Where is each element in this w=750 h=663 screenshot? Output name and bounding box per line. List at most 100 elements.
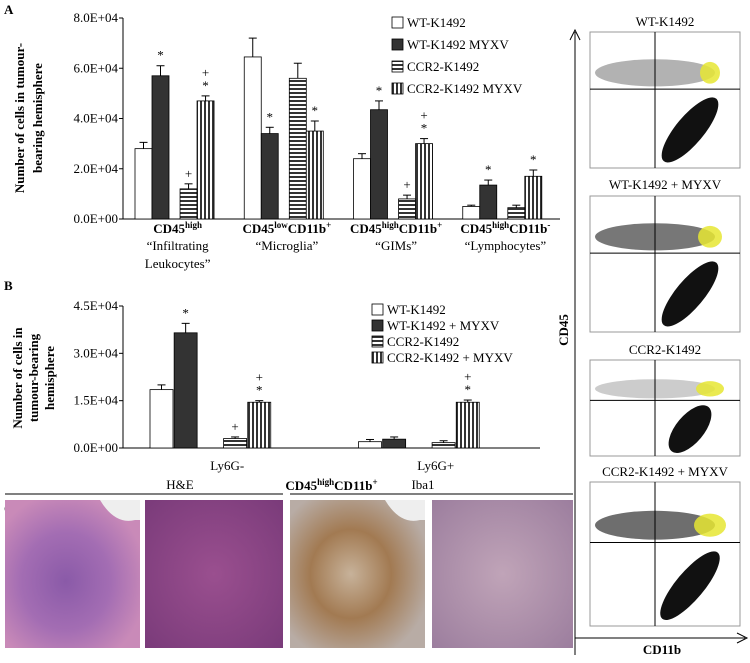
category-note: Leukocytes”	[145, 256, 211, 271]
y-axis-title: Number of cells in tumour-	[12, 43, 27, 193]
bar	[305, 130, 324, 220]
error-bar	[156, 65, 165, 76]
histology-label: H&E	[166, 477, 194, 492]
bar	[173, 332, 198, 449]
arrow-head	[736, 632, 749, 644]
category-note: “Microglia”	[255, 238, 318, 253]
legend-label: WT-K1492	[387, 302, 446, 317]
x-tick-label: Ly6G+	[417, 458, 454, 473]
error-bar	[157, 384, 166, 390]
significance-mark: +	[403, 177, 410, 192]
legend-label: CCR2-K1492 MYXV	[407, 81, 523, 96]
arrow-head	[569, 28, 581, 41]
legend-swatch	[391, 60, 404, 73]
error-bar	[139, 141, 148, 149]
label-part: CD45	[460, 221, 492, 236]
y-axis-title: tumour-bearing	[26, 333, 41, 422]
label-part: CD45	[285, 478, 317, 493]
y-tick-label: 0.0E+00	[73, 440, 118, 455]
significance-mark: *	[202, 78, 209, 93]
label-part: CD45	[153, 221, 185, 236]
panel-label: A	[4, 2, 14, 17]
flow-plot	[589, 359, 741, 457]
significance-mark: *	[376, 83, 383, 98]
image-detail	[100, 500, 140, 521]
significance-mark: *	[465, 382, 472, 397]
x-axis-title: CD45highCD11b+	[285, 477, 377, 493]
legend-label: WT-K1492 + MYXV	[387, 318, 500, 333]
bar	[370, 109, 388, 220]
y-axis-title: hemisphere	[42, 346, 57, 410]
error-bar	[467, 204, 476, 207]
bar	[243, 56, 262, 220]
error-bar	[248, 37, 257, 57]
significance-mark: +	[464, 369, 471, 384]
histology-image	[5, 500, 140, 648]
y-tick-label: 6.0E+04	[73, 60, 118, 75]
category-note: “Lymphocytes”	[465, 238, 547, 253]
legend-label: CCR2-K1492	[387, 334, 459, 349]
significance-mark: *	[485, 162, 492, 177]
label-part: high	[185, 220, 202, 230]
flow-title: CCR2-K1492	[629, 342, 701, 357]
legend-swatch	[391, 38, 404, 51]
x-tick-label: CD45highCD11b+	[350, 220, 442, 236]
flow-x-label: CD11b	[643, 642, 681, 657]
label-part: CD11b	[334, 478, 372, 493]
significance-mark: *	[256, 383, 263, 398]
error-bar	[420, 138, 429, 144]
histology-image	[290, 500, 425, 648]
error-bar	[439, 440, 448, 443]
significance-mark: *	[421, 121, 428, 136]
legend-swatch	[371, 335, 384, 348]
legend-swatch	[391, 82, 404, 95]
bar	[524, 175, 543, 220]
bar	[507, 207, 526, 220]
y-tick-label: 3.0E+04	[73, 345, 118, 360]
y-tick-label: 4.5E+04	[73, 298, 118, 313]
label-part: high	[492, 220, 509, 230]
label-part: +	[326, 220, 331, 230]
error-bar	[310, 120, 319, 132]
category-note: “Infiltrating	[147, 238, 210, 253]
error-bar	[403, 194, 412, 199]
significance-mark: *	[312, 103, 319, 118]
y-axis-title: bearing hemisphere	[30, 63, 45, 173]
legend-swatch	[371, 351, 384, 364]
flow-title: CCR2-K1492 + MYXV	[602, 464, 728, 479]
panel-label: B	[4, 278, 13, 293]
bar	[415, 143, 433, 220]
bar	[247, 401, 272, 449]
y-tick-label: 8.0E+04	[73, 10, 118, 25]
bar	[455, 401, 480, 449]
significance-mark: *	[530, 152, 537, 167]
image-detail	[385, 500, 425, 521]
x-tick-label: CD45high	[153, 220, 202, 236]
legend-swatch	[391, 16, 404, 29]
x-tick-label: CD45highCD11b-	[460, 220, 550, 236]
significance-mark: +	[231, 419, 238, 434]
cell-cluster	[668, 405, 712, 453]
error-bar	[463, 399, 472, 403]
significance-mark: *	[267, 109, 274, 124]
histology-image	[432, 500, 573, 648]
significance-mark: *	[157, 48, 164, 63]
error-bar	[512, 204, 521, 208]
bar	[288, 77, 307, 220]
significance-mark: +	[420, 108, 427, 123]
error-bar	[366, 438, 374, 442]
legend-label: WT-K1492	[407, 15, 466, 30]
cell-cluster	[660, 551, 720, 620]
bar	[149, 389, 174, 449]
error-bar	[529, 169, 538, 177]
error-bar	[390, 436, 399, 440]
bar	[398, 198, 416, 220]
error-bar	[231, 436, 240, 439]
y-tick-label: 2.0E+04	[73, 161, 118, 176]
error-bar	[201, 95, 210, 101]
legend-label: WT-K1492 MYXV	[407, 37, 509, 52]
x-tick-label: Ly6G-	[210, 458, 244, 473]
histology-image	[145, 500, 283, 648]
label-part: CD45	[243, 221, 275, 236]
